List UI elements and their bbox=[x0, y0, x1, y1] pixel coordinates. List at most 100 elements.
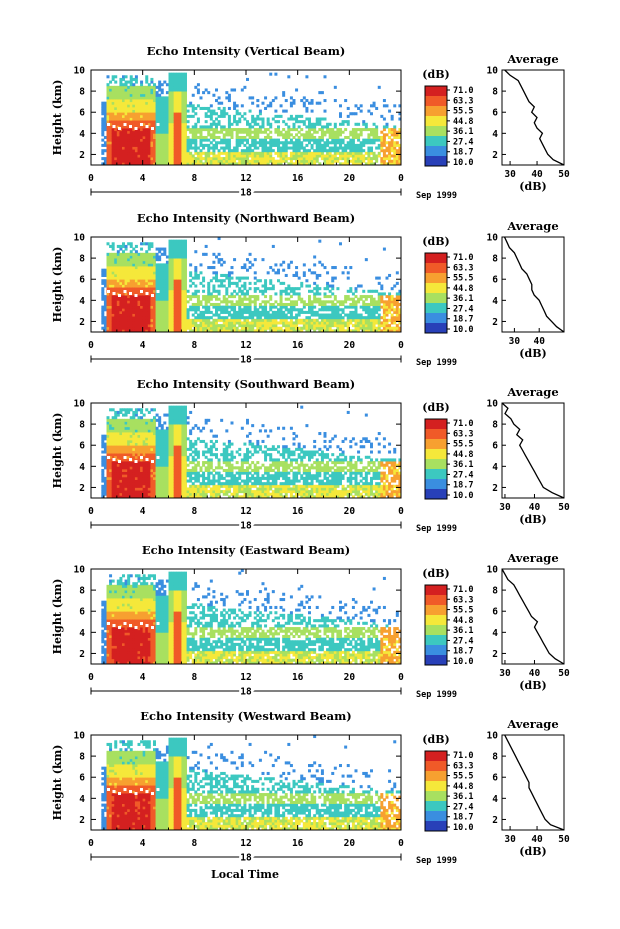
heatmap-cell bbox=[124, 101, 128, 105]
heatmap-cell bbox=[320, 326, 324, 330]
heatmap-cell bbox=[367, 159, 371, 163]
heatmap-cell bbox=[129, 281, 133, 285]
heatmap-cell bbox=[122, 96, 125, 100]
heatmap-cell bbox=[134, 138, 138, 142]
heatmap-cell bbox=[331, 284, 335, 288]
heatmap-cell bbox=[184, 273, 187, 277]
heatmap-cell bbox=[346, 305, 350, 309]
heatmap-cell bbox=[111, 316, 115, 320]
heatmap-gap bbox=[151, 294, 154, 297]
heatmap-cell bbox=[150, 162, 154, 166]
heatmap-cell bbox=[313, 263, 317, 267]
heatmap-cell bbox=[227, 122, 231, 126]
heatmap-cell bbox=[189, 284, 193, 288]
heatmap-cell bbox=[116, 279, 120, 283]
heatmap-cell bbox=[336, 135, 340, 140]
heatmap-cell bbox=[315, 143, 319, 147]
heatmap-cell bbox=[385, 300, 389, 304]
heatmap-cell bbox=[103, 268, 107, 272]
heatmap-cell bbox=[171, 316, 175, 320]
heatmap-cell bbox=[227, 271, 231, 275]
heatmap-cell bbox=[111, 487, 115, 491]
heatmap-cell bbox=[171, 268, 175, 272]
heatmap-cell bbox=[142, 93, 146, 97]
heatmap-cell bbox=[173, 263, 177, 267]
heatmap-cell bbox=[103, 484, 107, 488]
heatmap-cell bbox=[114, 421, 118, 425]
heatmap-cell bbox=[207, 326, 211, 330]
heatmap-cell bbox=[258, 310, 262, 314]
heatmap-cell bbox=[168, 85, 172, 89]
heatmap-cell bbox=[385, 276, 389, 280]
heatmap-cell bbox=[122, 326, 125, 330]
heatmap-cell bbox=[137, 146, 141, 150]
heatmap-cell bbox=[147, 104, 151, 108]
heatmap-cell bbox=[129, 106, 133, 110]
heatmap-cell bbox=[186, 321, 190, 325]
heatmap-cell bbox=[155, 271, 159, 275]
heatmap-cell bbox=[289, 114, 293, 118]
heatmap-cell bbox=[114, 474, 118, 478]
heatmap-cell bbox=[238, 316, 242, 320]
heatmap-cell bbox=[168, 297, 172, 301]
heatmap-cell bbox=[129, 128, 133, 132]
heatmap-cell bbox=[145, 321, 149, 325]
heatmap-cell bbox=[222, 273, 226, 277]
heatmap-cell bbox=[235, 292, 239, 296]
heatmap-cell bbox=[227, 310, 231, 314]
heatmap-cell bbox=[315, 273, 319, 277]
heatmap-cell bbox=[111, 471, 115, 475]
heatmap-cell bbox=[132, 159, 136, 163]
heatmap-cell bbox=[171, 329, 175, 333]
heatmap-cell bbox=[344, 135, 348, 140]
heatmap-cell bbox=[106, 266, 110, 270]
heatmap-cell bbox=[163, 125, 167, 129]
heatmap-cell bbox=[253, 130, 257, 134]
heatmap-cell bbox=[178, 252, 182, 256]
heatmap-cell bbox=[385, 295, 389, 299]
heatmap-cell bbox=[354, 122, 358, 126]
colorbar-segment bbox=[425, 329, 447, 334]
heatmap-cell bbox=[351, 135, 355, 140]
heatmap-cell bbox=[308, 316, 311, 320]
heatmap-cell bbox=[124, 295, 128, 299]
heatmap-cell bbox=[344, 266, 348, 270]
heatmap-cell bbox=[351, 300, 355, 304]
colorbar-segment bbox=[425, 319, 447, 324]
heatmap-cell bbox=[184, 324, 187, 328]
heatmap-cell bbox=[111, 421, 115, 425]
heatmap-cell bbox=[305, 75, 309, 79]
heatmap-cell bbox=[178, 135, 182, 140]
heatmap-cell bbox=[264, 287, 268, 291]
heatmap-cell bbox=[109, 326, 113, 330]
heatmap-cell bbox=[271, 321, 275, 325]
colorbar-segment bbox=[425, 313, 447, 317]
heatmap-cell bbox=[171, 99, 175, 103]
heatmap-cell bbox=[240, 284, 244, 288]
heatmap-cell bbox=[238, 112, 242, 116]
heatmap-cell bbox=[160, 247, 164, 251]
heatmap-cell bbox=[145, 77, 149, 81]
heatmap-cell bbox=[163, 154, 167, 158]
heatmap-cell bbox=[305, 329, 309, 333]
heatmap-cell bbox=[150, 151, 154, 155]
heatmap-cell bbox=[328, 300, 332, 304]
heatmap-cell bbox=[320, 128, 324, 132]
heatmap-cell bbox=[243, 324, 247, 328]
heatmap-cell bbox=[341, 326, 345, 330]
heatmap-cell bbox=[305, 143, 309, 147]
heatmap-cell bbox=[258, 125, 262, 129]
colorbar-segment bbox=[425, 106, 447, 110]
heatmap-cell bbox=[238, 151, 242, 155]
heatmap-cell bbox=[240, 157, 244, 161]
heatmap-cell bbox=[140, 297, 144, 301]
heatmap-cell bbox=[341, 162, 345, 166]
heatmap-cell bbox=[271, 138, 275, 142]
heatmap-cell bbox=[181, 258, 185, 262]
heatmap-cell bbox=[212, 109, 216, 113]
heatmap-cell bbox=[295, 292, 299, 296]
heatmap-cell bbox=[134, 99, 138, 103]
heatmap-cell bbox=[119, 302, 123, 307]
heatmap-cell bbox=[328, 308, 332, 312]
heatmap-cell bbox=[116, 117, 120, 121]
